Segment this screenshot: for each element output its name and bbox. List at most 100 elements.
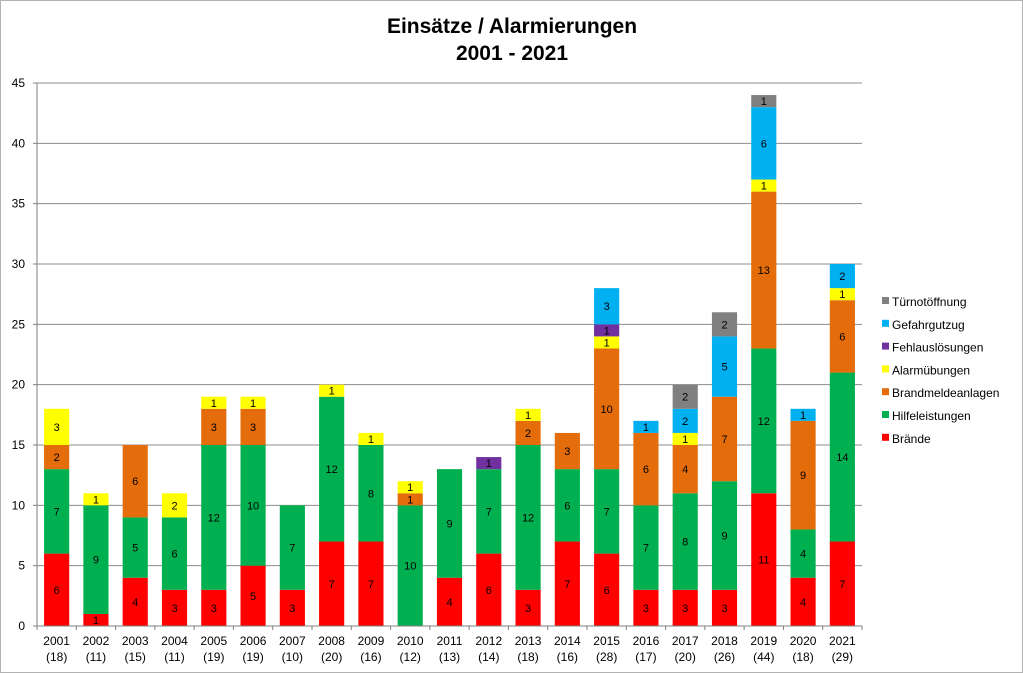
bar-value-label: 3 xyxy=(211,603,217,615)
bar-value-label: 4 xyxy=(682,464,688,476)
bar-segment xyxy=(436,469,463,578)
bar-value-label: 7 xyxy=(564,579,570,591)
legend-swatch xyxy=(882,411,889,418)
bar-segment xyxy=(122,517,148,578)
bar-value-label: 6 xyxy=(171,549,177,561)
x-tick-label: 2011 xyxy=(437,634,463,648)
bar-value-label: 3 xyxy=(289,603,295,615)
bar-segment xyxy=(829,300,855,373)
bar-segment xyxy=(790,408,816,421)
y-tick-label: 40 xyxy=(12,136,26,150)
x-tick-sublabel: (26) xyxy=(714,650,735,664)
bar-value-label: 1 xyxy=(407,494,413,506)
bar-value-label: 1 xyxy=(250,398,256,410)
bar-value-label: 12 xyxy=(758,416,770,428)
x-tick-label: 2005 xyxy=(200,634,227,648)
bar-segment xyxy=(594,336,620,349)
x-tick-label: 2016 xyxy=(633,634,660,648)
bar-value-label: 13 xyxy=(758,265,770,277)
bar-value-label: 2 xyxy=(171,500,177,512)
bar-segment xyxy=(240,565,266,626)
y-tick-label: 30 xyxy=(12,257,26,271)
bar-value-label: 1 xyxy=(643,422,649,434)
bar-segment xyxy=(83,493,109,506)
bar-segment xyxy=(672,384,698,409)
bar-segment xyxy=(633,589,659,626)
bar-segment xyxy=(672,432,698,445)
chart-title: Einsätze / Alarmierungen xyxy=(387,15,637,38)
bars: 6723191456362312315103137712178110114967… xyxy=(44,95,855,627)
bar-segment xyxy=(397,505,423,626)
bar-value-label: 12 xyxy=(522,512,534,524)
legend-label: Gefahrgutzug xyxy=(892,318,965,332)
bar-segment xyxy=(594,324,620,337)
bar-value-label: 6 xyxy=(54,585,60,597)
bar-value-label: 6 xyxy=(643,464,649,476)
bar-value-label: 4 xyxy=(446,597,452,609)
bar-value-label: 1 xyxy=(761,181,767,193)
y-tick-label: 35 xyxy=(12,197,26,211)
bar-value-label: 3 xyxy=(682,603,688,615)
bar-segment xyxy=(44,553,70,626)
bar-segment xyxy=(672,408,698,433)
bar-value-label: 12 xyxy=(326,464,338,476)
bar-segment xyxy=(44,469,70,554)
y-tick-label: 15 xyxy=(12,438,26,452)
x-tick-sublabel: (44) xyxy=(753,650,774,664)
bar-value-label: 11 xyxy=(758,555,769,567)
bar-value-label: 5 xyxy=(250,591,256,603)
bar-value-label: 4 xyxy=(132,597,138,609)
bar-value-label: 5 xyxy=(132,543,138,555)
x-tick-label: 2007 xyxy=(279,634,306,648)
bar-segment xyxy=(751,493,777,626)
bar-value-label: 7 xyxy=(721,434,727,446)
x-tick-label: 2001 xyxy=(43,634,70,648)
bar-value-label: 3 xyxy=(564,446,570,458)
legend-swatch xyxy=(882,342,889,350)
x-tick-sublabel: (13) xyxy=(439,650,460,664)
bar-segment xyxy=(751,348,777,494)
x-tick-sublabel: (16) xyxy=(557,650,578,664)
bar-value-label: 1 xyxy=(604,337,610,349)
y-tick-label: 10 xyxy=(12,498,26,512)
bar-segment xyxy=(790,529,816,578)
x-tick-sublabel: (18) xyxy=(46,650,67,664)
bar-value-label: 1 xyxy=(93,494,99,506)
bar-value-label: 2 xyxy=(525,428,531,440)
bar-segment xyxy=(594,348,620,470)
bar-value-label: 4 xyxy=(800,597,806,609)
bar-value-label: 7 xyxy=(839,579,845,591)
bar-segment xyxy=(790,420,816,530)
bar-segment xyxy=(201,589,227,626)
x-tick-sublabel: (19) xyxy=(203,650,224,664)
x-tick-label: 2003 xyxy=(122,634,149,648)
bar-value-label: 2 xyxy=(682,392,688,404)
bar-segment xyxy=(711,336,738,397)
bar-value-label: 1 xyxy=(93,615,99,627)
bar-value-label: 3 xyxy=(721,603,727,615)
bar-segment xyxy=(751,191,777,349)
bar-segment xyxy=(751,107,777,180)
bar-value-label: 2 xyxy=(839,271,845,283)
legend-swatch xyxy=(882,297,889,304)
bar-segment xyxy=(279,505,305,590)
axes: 0510152025303540452001(18)2002(11)2003(1… xyxy=(12,76,863,664)
x-tick-sublabel: (14) xyxy=(478,650,499,664)
y-tick-label: 5 xyxy=(18,559,25,573)
x-tick-label: 2006 xyxy=(240,634,267,648)
bar-segment xyxy=(751,95,777,108)
bar-value-label: 1 xyxy=(761,96,767,108)
x-tick-label: 2013 xyxy=(515,634,542,648)
bar-value-label: 1 xyxy=(839,289,845,301)
x-tick-label: 2008 xyxy=(318,634,345,648)
bar-value-label: 10 xyxy=(404,561,416,573)
bar-segment xyxy=(83,505,109,614)
bar-value-label: 7 xyxy=(643,543,649,555)
x-tick-sublabel: (28) xyxy=(596,650,617,664)
bar-segment xyxy=(122,577,148,626)
bar-segment xyxy=(358,432,384,445)
bar-segment xyxy=(829,541,855,626)
bar-value-label: 9 xyxy=(721,531,727,543)
bar-value-label: 10 xyxy=(247,500,259,512)
